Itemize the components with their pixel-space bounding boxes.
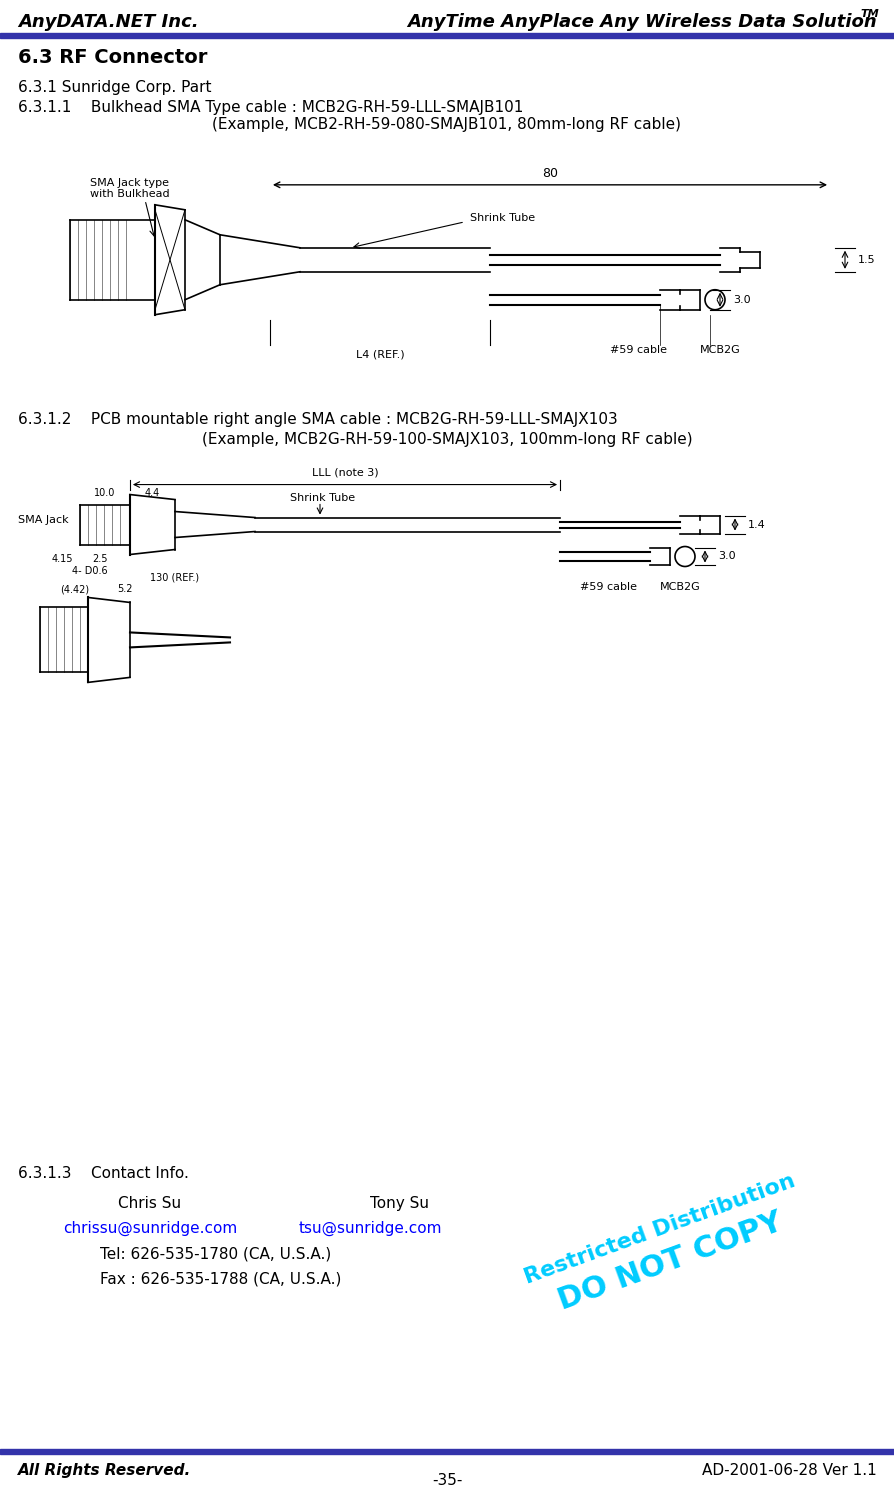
Text: LLL (note 3): LLL (note 3) bbox=[311, 468, 378, 478]
Text: 1.5: 1.5 bbox=[857, 255, 874, 265]
Text: with Bulkhead: with Bulkhead bbox=[90, 189, 170, 198]
Text: (4.42): (4.42) bbox=[61, 584, 89, 595]
Text: 6.3.1 Sunridge Corp. Part: 6.3.1 Sunridge Corp. Part bbox=[18, 80, 211, 95]
Text: All Rights Reserved.: All Rights Reserved. bbox=[18, 1463, 191, 1478]
Text: Tel: 626-535-1780 (CA, U.S.A.): Tel: 626-535-1780 (CA, U.S.A.) bbox=[100, 1246, 331, 1262]
Text: SMA Jack type: SMA Jack type bbox=[90, 177, 169, 188]
Text: L4 (REF.): L4 (REF.) bbox=[355, 350, 404, 359]
Bar bbox=[0, 33, 894, 37]
Text: AnyDATA.NET Inc.: AnyDATA.NET Inc. bbox=[18, 13, 198, 31]
Text: 130 (REF.): 130 (REF.) bbox=[150, 572, 199, 583]
Text: #59 cable: #59 cable bbox=[579, 583, 637, 593]
Text: 4.4: 4.4 bbox=[144, 487, 159, 498]
Text: 1.4: 1.4 bbox=[747, 520, 765, 529]
Text: AD-2001-06-28 Ver 1.1: AD-2001-06-28 Ver 1.1 bbox=[702, 1463, 876, 1478]
Text: 6.3 RF Connector: 6.3 RF Connector bbox=[18, 49, 207, 67]
Bar bbox=[0, 1448, 894, 1454]
Text: Shrink Tube: Shrink Tube bbox=[469, 213, 535, 224]
Text: (Example, MCB2G-RH-59-100-SMAJX103, 100mm-long RF cable): (Example, MCB2G-RH-59-100-SMAJX103, 100m… bbox=[201, 432, 692, 447]
Text: 5.2: 5.2 bbox=[117, 584, 132, 595]
Text: MCB2G: MCB2G bbox=[699, 344, 740, 355]
Text: chrissu@sunridge.com: chrissu@sunridge.com bbox=[63, 1222, 237, 1237]
Text: 6.3.1.2    PCB mountable right angle SMA cable : MCB2G-RH-59-LLL-SMAJX103: 6.3.1.2 PCB mountable right angle SMA ca… bbox=[18, 413, 617, 428]
Text: 80: 80 bbox=[542, 167, 557, 180]
Text: MCB2G: MCB2G bbox=[659, 583, 700, 593]
Text: #59 cable: #59 cable bbox=[610, 344, 666, 355]
Text: 4.15: 4.15 bbox=[51, 554, 72, 565]
Text: tsu@sunridge.com: tsu@sunridge.com bbox=[298, 1222, 442, 1237]
Text: 6.3.1.1    Bulkhead SMA Type cable : MCB2G-RH-59-LLL-SMAJB101: 6.3.1.1 Bulkhead SMA Type cable : MCB2G-… bbox=[18, 100, 523, 115]
Text: 10.0: 10.0 bbox=[94, 487, 115, 498]
Text: Tony Su: Tony Su bbox=[370, 1196, 429, 1211]
Text: 6.3.1.3    Contact Info.: 6.3.1.3 Contact Info. bbox=[18, 1167, 189, 1182]
Text: AnyTime AnyPlace Any Wireless Data Solution: AnyTime AnyPlace Any Wireless Data Solut… bbox=[407, 13, 876, 31]
Text: TM: TM bbox=[859, 9, 878, 19]
Text: Chris Su: Chris Su bbox=[118, 1196, 181, 1211]
Text: 3.0: 3.0 bbox=[717, 551, 735, 562]
Text: 3.0: 3.0 bbox=[732, 295, 750, 305]
Text: Restricted Distribution: Restricted Distribution bbox=[521, 1171, 797, 1287]
Text: SMA Jack: SMA Jack bbox=[18, 514, 69, 524]
Text: Fax : 626-535-1788 (CA, U.S.A.): Fax : 626-535-1788 (CA, U.S.A.) bbox=[100, 1271, 341, 1286]
Text: DO NOT COPY: DO NOT COPY bbox=[553, 1208, 785, 1316]
Text: 4- D0.6: 4- D0.6 bbox=[72, 566, 107, 577]
Text: -35-: -35- bbox=[431, 1474, 461, 1489]
Text: Shrink Tube: Shrink Tube bbox=[290, 493, 355, 502]
Text: (Example, MCB2-RH-59-080-SMAJB101, 80mm-long RF cable): (Example, MCB2-RH-59-080-SMAJB101, 80mm-… bbox=[212, 118, 680, 133]
Text: 2.5: 2.5 bbox=[92, 554, 107, 565]
